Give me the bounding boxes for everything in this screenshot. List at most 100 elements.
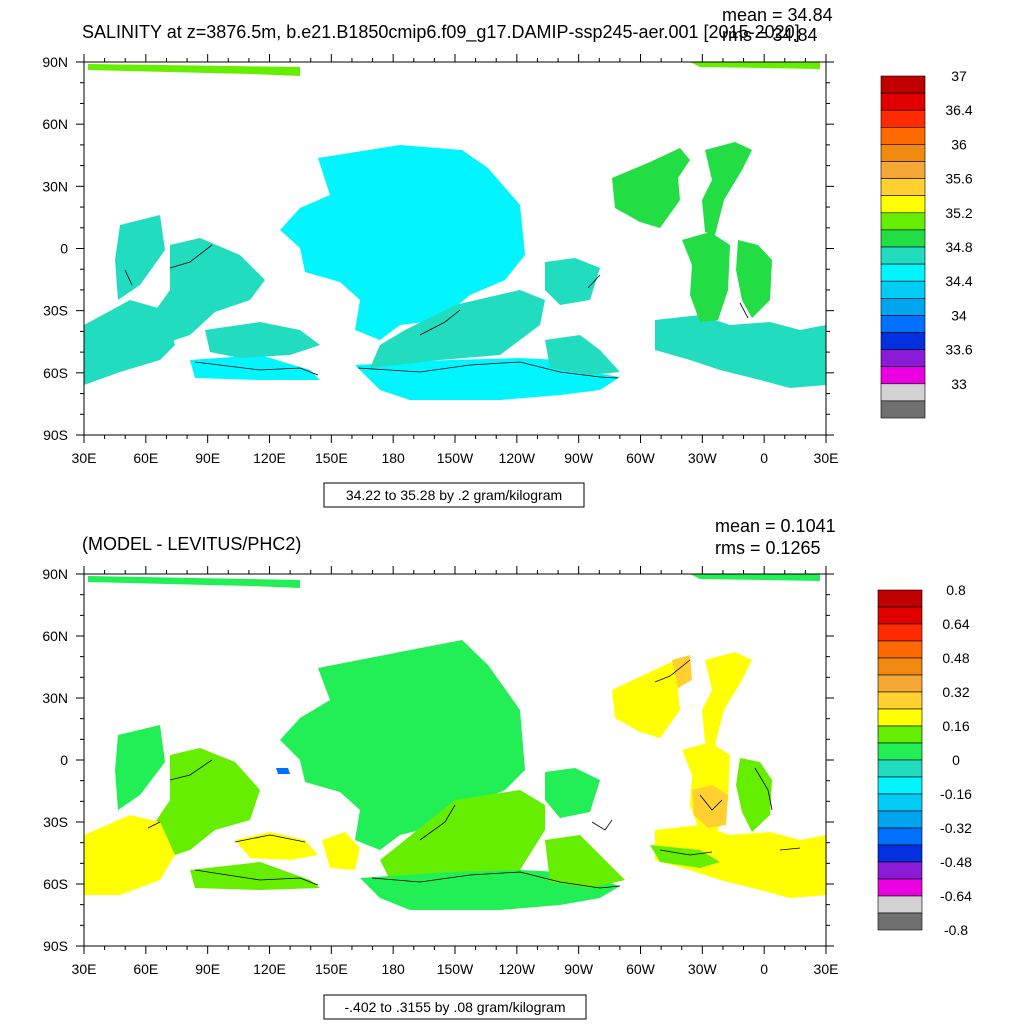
arctic-strip-west <box>88 576 300 588</box>
colorbar-label: 0.64 <box>942 616 969 632</box>
south-pacific-lightgreen <box>380 790 545 880</box>
lon-tick-label: 120W <box>499 961 536 977</box>
colorbar-label: 0 <box>952 752 960 768</box>
colorbar-swatch <box>880 400 926 419</box>
east-pacific-teal <box>545 258 600 305</box>
colorbar-label: -0.32 <box>940 820 972 836</box>
colorbar-swatch <box>880 229 926 248</box>
indian-south-cyan <box>190 355 320 380</box>
se-pacific-lightgreen <box>545 835 625 888</box>
colorbar-swatch <box>877 861 923 880</box>
panel-2-contour-info: -.402 to .3155 by .08 gram/kilogram <box>344 999 565 1015</box>
panel-1: SALINITY at z=3876.5m, b.e21.B1850cmip6.… <box>42 5 973 508</box>
lat-tick-label: 60S <box>43 365 68 381</box>
australia-south-teal <box>205 322 320 358</box>
panel-2-ticks <box>76 566 834 954</box>
colorbar-swatch <box>877 912 923 931</box>
colorbar-swatch <box>880 144 926 162</box>
lon-tick-label: 150W <box>437 961 474 977</box>
lat-tick-label: 60S <box>43 876 68 892</box>
sw-indian-yellow <box>84 815 175 895</box>
colorbar-label: 0.32 <box>942 684 969 700</box>
lon-tick-label: 60E <box>133 961 158 977</box>
west-indian-green <box>115 725 165 810</box>
panel-1-mean: mean = 34.84 <box>722 5 833 25</box>
lon-tick-label: 120E <box>253 961 286 977</box>
tasman-yellow <box>322 832 360 870</box>
colorbar-swatch <box>877 725 923 744</box>
colorbar-label: 34.8 <box>945 239 972 255</box>
central-atlantic-green <box>682 232 730 322</box>
lon-tick-label: 60E <box>133 450 158 466</box>
lon-tick-label: 30W <box>688 961 718 977</box>
panel-2-map: 90N 60N 30N 0 30S 60S 90S 30E 60E 90E 120E 150E 180… <box>42 566 838 977</box>
colorbar-swatch <box>877 895 923 914</box>
se-pacific-teal <box>545 335 620 375</box>
lat-tick-label: 0 <box>60 752 68 768</box>
lon-tick-label: 0 <box>760 450 768 466</box>
panel-2-contours <box>147 659 801 889</box>
colorbar-swatch <box>880 280 926 299</box>
colorbar-swatch <box>877 878 923 897</box>
panel-2-rms: rms = 0.1265 <box>715 538 821 558</box>
colorbar-swatch <box>877 691 923 710</box>
colorbar-swatch <box>880 195 926 214</box>
lon-tick-label: 30E <box>814 961 839 977</box>
lon-tick-label: 120W <box>499 450 536 466</box>
panel-2: (MODEL - LEVITUS/PHC2) mean = 0.1041 rms… <box>42 516 972 1020</box>
colorbar-label: 35.2 <box>945 205 972 221</box>
colorbar-swatch <box>880 109 926 128</box>
lon-tick-label: 120E <box>253 450 286 466</box>
colorbar-label: 35.6 <box>945 171 972 187</box>
pacific-north-green <box>280 640 525 850</box>
colorbar-swatch <box>880 75 926 94</box>
lon-tick-label: 30E <box>72 961 97 977</box>
lat-tick-label: 0 <box>60 241 68 257</box>
colorbar-label: -0.48 <box>940 854 972 870</box>
lat-tick-label: 30N <box>42 690 68 706</box>
indian-blue-speck <box>276 768 290 774</box>
colorbar-swatch <box>880 315 926 333</box>
lon-tick-label: 180 <box>381 961 405 977</box>
lat-tick-label: 60N <box>42 116 68 132</box>
panel-1-lon-axis: 30E 60E 90E 120E 150E 180 150W 120W 90W 60W 30W 0 30… <box>72 450 839 466</box>
south-atlantic-yellow <box>655 825 826 898</box>
arctic-strip-east <box>690 574 820 581</box>
north-atlantic-green <box>612 148 690 228</box>
panel-1-contour-info-box <box>323 482 585 508</box>
colorbar-label: 33 <box>951 376 967 392</box>
lat-tick-label: 30N <box>42 178 68 194</box>
colorbar-label: 34 <box>951 307 967 323</box>
colorbar-swatch <box>877 640 923 659</box>
lon-tick-label: 90W <box>564 961 594 977</box>
colorbar-swatch <box>877 827 923 846</box>
ne-atlantic-yellow <box>702 652 752 745</box>
north-atlantic-yellow <box>612 658 690 738</box>
south-atlantic-teal <box>655 315 826 388</box>
arctic-strip-east <box>690 62 820 69</box>
colorbar-label: 0.48 <box>942 650 969 666</box>
colorbar-label: -0.16 <box>940 786 972 802</box>
colorbar-swatch <box>880 212 926 231</box>
colorbar-swatch <box>877 844 923 863</box>
lon-tick-label: 90E <box>195 450 220 466</box>
colorbar-swatch <box>877 606 923 625</box>
panel-2-lat-axis: 90N 60N 30N 0 30S 60S 90S <box>42 566 68 954</box>
colorbar-swatch <box>880 246 926 265</box>
colorbar-swatch <box>877 657 923 676</box>
lon-tick-label: 30E <box>814 450 839 466</box>
colorbar-swatch <box>880 332 926 350</box>
panel-2-lon-axis: 30E 60E 90E 120E 150E 180 150W 120W 90W 60W 30W 0 30… <box>72 961 839 977</box>
panel-2-colorbar: 0.8 0.64 0.48 0.32 0.16 0 -0.16 -0.32 -0.48 -0.64… <box>877 582 972 938</box>
colorbar-swatch <box>877 708 923 727</box>
arctic-strip-west <box>88 64 300 76</box>
colorbar-swatch <box>880 92 926 111</box>
indian-south-green <box>190 862 320 890</box>
lon-tick-label: 180 <box>381 450 405 466</box>
lat-tick-label: 90N <box>42 54 68 70</box>
colorbar-swatch <box>880 263 926 282</box>
lon-tick-label: 30W <box>688 450 718 466</box>
colorbar-label: 0.8 <box>946 582 966 598</box>
colorbar-label: 33.6 <box>945 342 972 358</box>
